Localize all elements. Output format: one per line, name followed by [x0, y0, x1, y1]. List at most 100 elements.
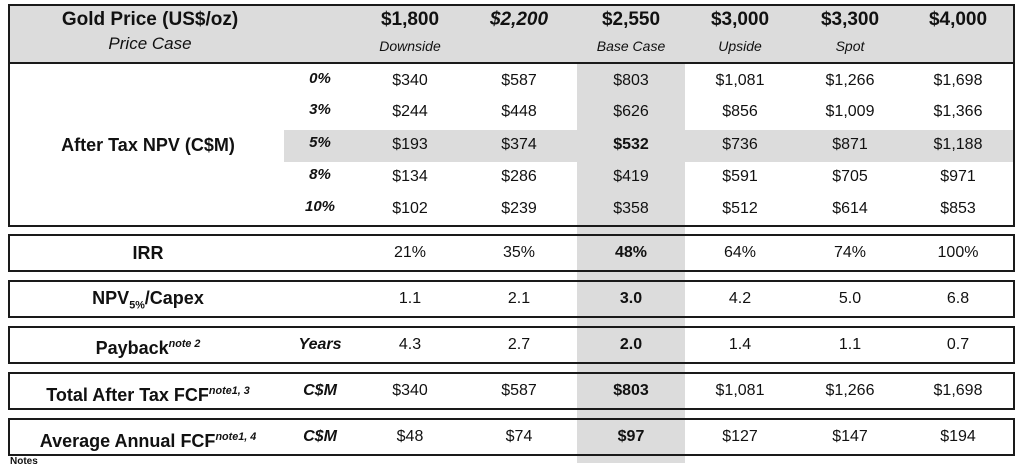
npv-capex-cell: 4.2	[728, 290, 752, 307]
avg-fcf-cell: $127	[722, 428, 758, 445]
avg-fcf-cell: $97	[617, 428, 645, 445]
avg-fcf-box	[8, 418, 1015, 456]
npv-cell: $1,188	[933, 136, 983, 153]
npv-discount-rate: 8%	[309, 166, 331, 183]
npv-cell: $239	[501, 200, 537, 217]
npv-capex-cell: 6.8	[946, 290, 970, 307]
header-case-label: Spot	[835, 38, 865, 54]
npv-cell: $1,009	[825, 103, 875, 120]
irr-cell: 74%	[833, 244, 867, 261]
total-fcf-cell: $1,266	[825, 382, 875, 399]
payback-cell: 1.1	[838, 336, 862, 353]
header-price: $2,550	[601, 9, 661, 30]
npv-cell: $1,266	[825, 72, 875, 89]
npv-cell: $591	[722, 168, 758, 185]
npv-cell: $244	[392, 103, 428, 120]
npv-capex-box	[8, 280, 1015, 318]
npv-cell: $856	[722, 103, 758, 120]
irr-cell: 100%	[937, 244, 979, 261]
total-fcf-base-band	[577, 374, 685, 408]
header-price: $3,300	[820, 9, 880, 30]
npv-cell: $134	[392, 168, 428, 185]
irr-cell: 35%	[502, 244, 536, 261]
npv-box	[8, 62, 1015, 227]
npv-cell: $853	[940, 200, 976, 217]
npv-cell: $1,366	[933, 103, 983, 120]
npv-base-band	[577, 64, 685, 225]
npv-cell: $532	[613, 136, 649, 153]
header-case-label: Downside	[379, 38, 441, 54]
npv-cell: $1,698	[933, 72, 983, 89]
npv-cell: $587	[501, 72, 537, 89]
npv-capex-cell: 2.1	[507, 290, 531, 307]
avg-fcf-cell: $194	[940, 428, 976, 445]
header-price: $1,800	[380, 9, 440, 30]
npv-cell: $286	[501, 168, 537, 185]
npv-cell: $614	[832, 200, 868, 217]
avg-fcf-label: Average Annual FCFnote1, 4	[39, 431, 257, 451]
npv-cell: $374	[501, 136, 537, 153]
npv-cell: $102	[392, 200, 428, 217]
npv-cell: $626	[613, 103, 649, 120]
payback-box	[8, 326, 1015, 364]
npv-discount-rate: 3%	[309, 101, 331, 118]
npv-discount-rate: 5%	[309, 134, 331, 151]
npv-discount-rate: 0%	[309, 70, 331, 87]
header-case-label: Base Case	[596, 38, 666, 54]
irr-cell: 48%	[614, 244, 648, 261]
irr-cell: 21%	[393, 244, 427, 261]
avg-fcf-unit: C$M	[303, 428, 337, 445]
avg-fcf-cell: $48	[396, 428, 424, 445]
avg-fcf-cell: $74	[505, 428, 533, 445]
payback-cell: 2.7	[507, 336, 531, 353]
total-fcf-label: Total After Tax FCFnote1, 3	[46, 385, 250, 405]
header-title: Gold Price (US$/oz)	[61, 9, 239, 30]
irr-cell: 64%	[723, 244, 757, 261]
npv-cell: $736	[722, 136, 758, 153]
npv-capex-label: NPV5%/Capex	[92, 288, 204, 312]
avg-fcf-base-band	[577, 420, 685, 454]
npv-cell: $971	[940, 168, 976, 185]
header-case-label: Upside	[718, 38, 762, 54]
payback-base-band	[577, 328, 685, 362]
npv-capex-cell: 3.0	[619, 290, 643, 307]
npv-cell: $340	[392, 72, 428, 89]
npv-cell: $871	[832, 136, 868, 153]
payback-label: Paybacknote 2	[95, 338, 201, 358]
irr-box	[8, 234, 1015, 272]
irr-label: IRR	[132, 243, 164, 263]
payback-cell: 2.0	[619, 336, 643, 353]
total-fcf-cell: $803	[613, 382, 649, 399]
total-fcf-box	[8, 372, 1015, 410]
header-subtitle: Price Case	[108, 34, 192, 53]
npv-label: After Tax NPV (C$M)	[61, 135, 235, 155]
npv-cell: $448	[501, 103, 537, 120]
npv-cell: $1,081	[715, 72, 765, 89]
npv-cell: $358	[613, 200, 649, 217]
npv-capex-base-band	[577, 282, 685, 316]
npv-cell: $803	[613, 72, 649, 89]
footnote: Notes	[10, 456, 38, 467]
avg-fcf-cell: $147	[832, 428, 868, 445]
total-fcf-cell: $587	[501, 382, 537, 399]
header-price: $2,200	[489, 9, 549, 30]
npv-cell: $193	[392, 136, 428, 153]
npv-cell: $419	[613, 168, 649, 185]
irr-base-band	[577, 236, 685, 270]
total-fcf-cell: $340	[392, 382, 428, 399]
payback-unit: Years	[298, 336, 342, 353]
header-box	[8, 4, 1015, 64]
npv-capex-cell: 1.1	[398, 290, 422, 307]
payback-cell: 0.7	[946, 336, 970, 353]
total-fcf-cell: $1,698	[933, 382, 983, 399]
payback-cell: 4.3	[398, 336, 422, 353]
header-price: $3,000	[710, 9, 770, 30]
npv-capex-cell: 5.0	[838, 290, 862, 307]
npv-cell: $705	[832, 168, 868, 185]
payback-cell: 1.4	[728, 336, 752, 353]
npv-cell: $512	[722, 200, 758, 217]
npv-discount-rate: 10%	[304, 198, 336, 215]
header-price: $4,000	[928, 9, 988, 30]
total-fcf-cell: $1,081	[715, 382, 765, 399]
total-fcf-unit: C$M	[303, 382, 337, 399]
